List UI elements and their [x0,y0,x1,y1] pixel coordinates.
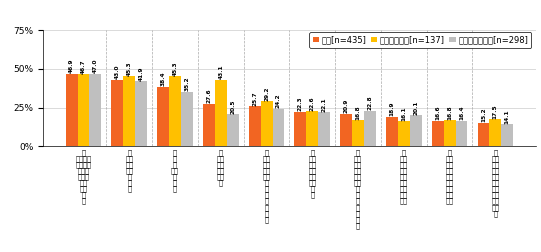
Text: 45.3: 45.3 [173,61,177,76]
Text: 46.7: 46.7 [81,59,86,74]
Text: 14.1: 14.1 [505,109,510,124]
Text: 43.0: 43.0 [115,65,120,79]
Bar [432,120,444,146]
Text: 41.9: 41.9 [138,67,144,81]
Text: 22.1: 22.1 [322,97,327,112]
Text: 16.1: 16.1 [401,106,406,121]
Text: 15.2: 15.2 [481,108,486,122]
Text: 22.6: 22.6 [310,96,315,111]
Bar [261,101,273,146]
Text: 47.0: 47.0 [93,58,98,73]
Text: 17.5: 17.5 [493,104,498,119]
Text: 35.2: 35.2 [184,77,189,91]
Text: 46.9: 46.9 [69,59,74,73]
Bar [123,76,135,146]
Text: 16.8: 16.8 [447,105,452,120]
Bar [386,117,398,146]
Bar [77,74,89,146]
Text: 43.1: 43.1 [218,65,223,79]
Bar [478,123,490,146]
Text: 25.7: 25.7 [252,91,257,106]
Text: 20.9: 20.9 [344,99,349,113]
Bar [65,74,77,146]
Bar [444,120,456,146]
Bar [340,114,352,146]
Bar [306,111,318,146]
Text: 16.4: 16.4 [459,106,464,120]
Bar [410,115,421,146]
Bar [398,121,410,146]
Bar [273,109,285,146]
Text: 20.1: 20.1 [413,100,418,115]
Bar [352,120,364,146]
Text: 16.8: 16.8 [355,105,361,120]
Bar [294,112,306,146]
Bar [89,74,101,146]
Bar [456,121,467,146]
Bar [227,114,239,146]
Legend: 全体[n=435], 子どもがいる[n=137], 子どもがいない[n=298]: 全体[n=435], 子どもがいる[n=137], 子どもがいない[n=298] [309,32,531,48]
Text: 24.2: 24.2 [276,94,281,108]
Bar [169,76,181,146]
Bar [181,92,193,146]
Bar [203,104,215,146]
Text: 22.3: 22.3 [298,97,303,111]
Text: 20.5: 20.5 [230,100,235,114]
Bar [502,124,513,146]
Bar [249,106,261,146]
Text: 27.6: 27.6 [207,88,212,103]
Text: 38.4: 38.4 [161,72,166,86]
Text: 22.8: 22.8 [367,96,372,110]
Bar [111,80,123,146]
Bar [490,119,502,146]
Bar [364,111,376,146]
Text: 29.2: 29.2 [264,86,269,101]
Bar [157,87,169,146]
Bar [318,112,330,146]
Text: 45.3: 45.3 [127,61,132,76]
Bar [135,81,147,146]
Text: 16.6: 16.6 [435,105,440,120]
Text: 18.9: 18.9 [390,102,394,116]
Bar [215,80,227,146]
